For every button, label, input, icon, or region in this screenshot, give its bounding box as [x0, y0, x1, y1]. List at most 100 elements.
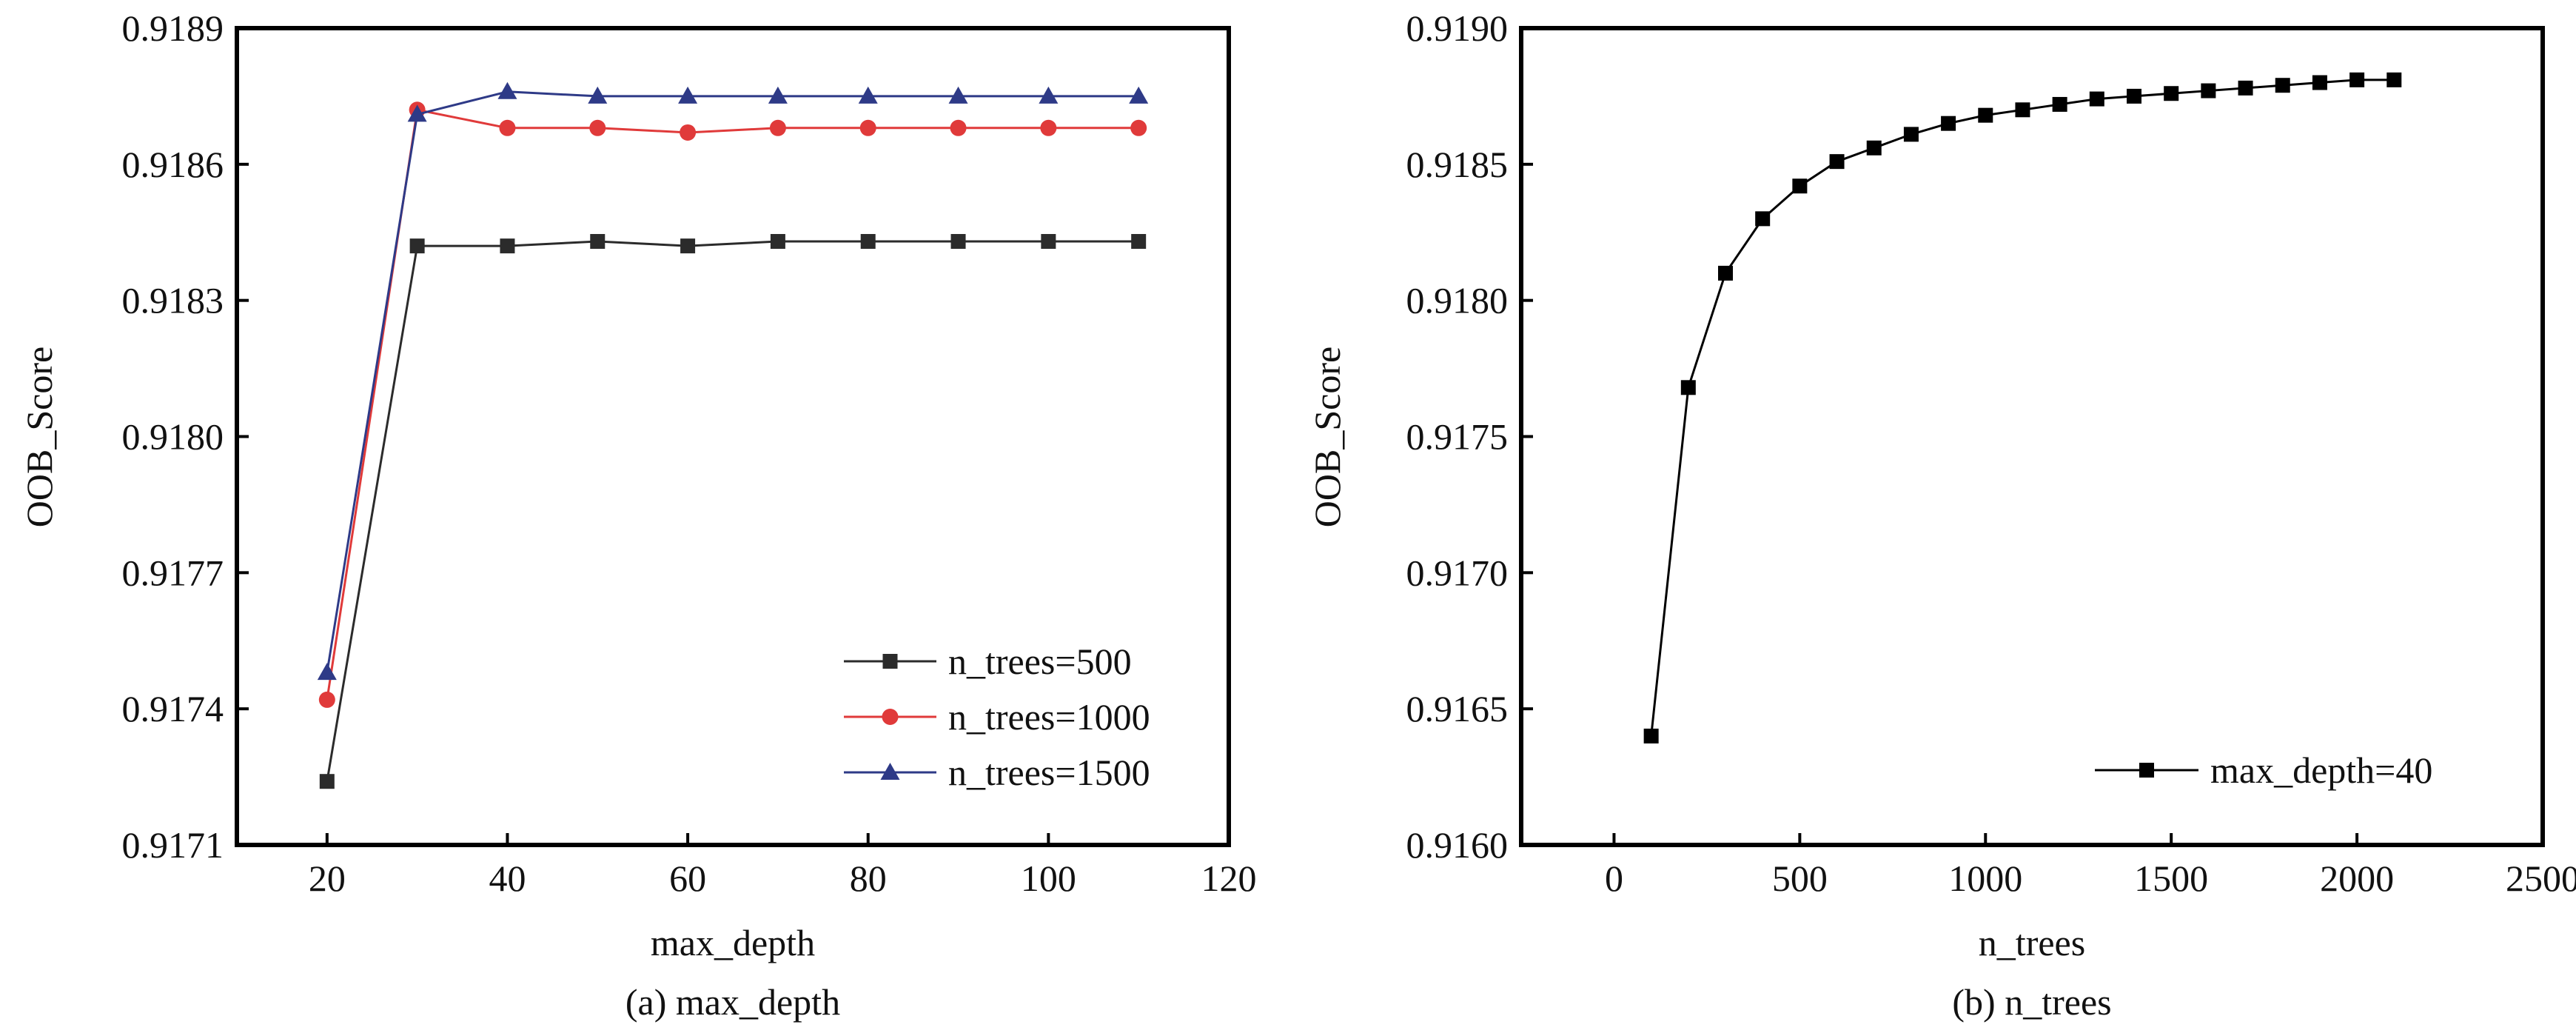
chart-b-point [2387, 72, 2402, 87]
chart-a-point [1129, 86, 1149, 104]
chart-a-legend-label: n_trees=500 [948, 641, 1132, 682]
chart-a-point [1040, 119, 1057, 136]
chart-b-xlabel: n_trees [1979, 922, 2085, 963]
chart-a-legend-label: n_trees=1500 [948, 752, 1150, 793]
chart-a-point [858, 86, 878, 104]
chart-b-point [2052, 96, 2067, 112]
chart-a-ytick-label: 0.9189 [122, 7, 224, 49]
chart-a-point [588, 86, 608, 104]
chart-b-ytick-label: 0.9190 [1406, 7, 1509, 49]
chart-b-point [2089, 91, 2104, 107]
chart-b-point [2238, 80, 2253, 96]
chart-a-xtick-label: 120 [1201, 858, 1257, 899]
chart-a-xlabel: max_depth [651, 922, 815, 963]
chart-a-ytick-label: 0.9186 [122, 144, 224, 185]
chart-b-point [1680, 380, 1696, 395]
chart-b-xtick-label: 1500 [2134, 858, 2208, 899]
chart-a-point [769, 119, 786, 136]
chart-b-point [1755, 211, 1771, 227]
chart-b: 0 500 1000 1500 2000 2500 0.9160 0.9165 0.9170 0.… [1307, 7, 2576, 1023]
chart-b-point [2349, 72, 2365, 87]
chart-a-point [860, 234, 876, 250]
chart-a-marks [317, 81, 1149, 789]
chart-a-xtick-label: 100 [1021, 858, 1076, 899]
chart-a-legend-marker [882, 654, 898, 669]
chart-b-point [1903, 127, 1919, 142]
chart-a-point [680, 238, 696, 254]
chart-b-frame [1519, 26, 2545, 847]
chart-b-point [1718, 265, 1733, 281]
chart-b-ytick-label: 0.9185 [1406, 144, 1509, 185]
chart-a-legend-marker [882, 709, 899, 725]
chart-a-legend-label: n_trees=1000 [948, 696, 1150, 738]
chart-b-legend-marker [2139, 763, 2154, 778]
chart-b-point [1978, 107, 1993, 123]
chart-a-point [319, 774, 335, 789]
chart-b-ylabel: OOB_Score [1307, 347, 1348, 527]
chart-b-point [2127, 88, 2141, 104]
chart-b-legend: max_depth=40 [2095, 749, 2432, 791]
chart-a-legend-marker [880, 763, 900, 780]
chart-b-point [1792, 178, 1808, 194]
chart-b-marks [1643, 72, 2402, 743]
chart-b-point [2201, 83, 2216, 98]
chart-a-point [318, 691, 335, 708]
chart-a-point [680, 124, 697, 141]
chart-a-point [499, 119, 516, 136]
chart-a-point [1039, 86, 1059, 104]
chart-b-xtick-label: 2000 [2320, 858, 2394, 899]
chart-b-point [1643, 728, 1659, 743]
chart-a-series-line-1 [326, 108, 1139, 701]
chart-b-ytick-label: 0.9165 [1406, 688, 1509, 729]
chart-a-ytick-label: 0.9183 [122, 280, 224, 321]
chart-b-point [2164, 86, 2179, 101]
chart-a-point [1130, 119, 1147, 136]
chart-a-series-line-0 [326, 240, 1139, 782]
chart-a-xtick-label: 60 [669, 858, 706, 899]
chart-b-point [2312, 75, 2327, 90]
chart-a-ytick-label: 0.9177 [122, 552, 224, 593]
chart-a-ylabel: OOB_Score [19, 347, 60, 527]
chart-a-ticks: 20 40 60 80 100 120 0.9171 0.9174 0.9177 0.9180 0.… [122, 7, 1257, 899]
chart-a-ytick-label: 0.9171 [122, 824, 224, 866]
chart-b-series-line-0 [1650, 78, 2395, 737]
chart-a-point [317, 663, 337, 681]
chart-a-point [409, 238, 425, 254]
chart-a-ytick-label: 0.9174 [122, 688, 224, 729]
chart-b-point [1941, 116, 1956, 131]
chart-a-point [950, 119, 967, 136]
chart-b-ytick-label: 0.9180 [1406, 280, 1509, 321]
chart-a-point [407, 104, 427, 122]
chart-b-point [2015, 102, 2030, 118]
chart-b-point [1866, 140, 1882, 156]
chart-a-caption: (a) max_depth [625, 981, 840, 1023]
chart-a: 20 40 60 80 100 120 0.9171 0.9174 0.9177 0.9180 0.… [19, 7, 1257, 1023]
chart-b-ticks: 0 500 1000 1500 2000 2500 0.9160 0.9165 0.9170 0.… [1406, 7, 2576, 899]
chart-a-point [950, 234, 966, 250]
chart-b-point [2275, 78, 2290, 93]
chart-a-series-line-2 [326, 90, 1139, 673]
chart-b-caption: (b) n_trees [1952, 981, 2111, 1023]
chart-a-point [678, 86, 698, 104]
chart-a-ytick-label: 0.9180 [122, 416, 224, 458]
chart-b-point [1829, 154, 1845, 170]
chart-a-xtick-label: 20 [309, 858, 346, 899]
chart-a-point [590, 234, 606, 250]
chart-a-point [768, 86, 788, 104]
chart-a-point [859, 119, 876, 136]
chart-b-xtick-label: 1000 [1948, 858, 2022, 899]
chart-a-point [1041, 234, 1056, 250]
chart-b-ytick-label: 0.9175 [1406, 416, 1509, 458]
chart-a-point [497, 81, 517, 99]
chart-a-point [500, 238, 515, 254]
chart-a-point [770, 234, 785, 250]
chart-b-xtick-label: 500 [1772, 858, 1828, 899]
chart-b-ytick-label: 0.9160 [1406, 824, 1509, 866]
chart-b-legend-label: max_depth=40 [2210, 749, 2432, 791]
chart-a-point [589, 119, 606, 136]
chart-b-ytick-label: 0.9170 [1406, 552, 1509, 593]
chart-b-xtick-label: 0 [1605, 858, 1623, 899]
chart-a-point [1131, 234, 1147, 250]
chart-a-xtick-label: 80 [850, 858, 887, 899]
